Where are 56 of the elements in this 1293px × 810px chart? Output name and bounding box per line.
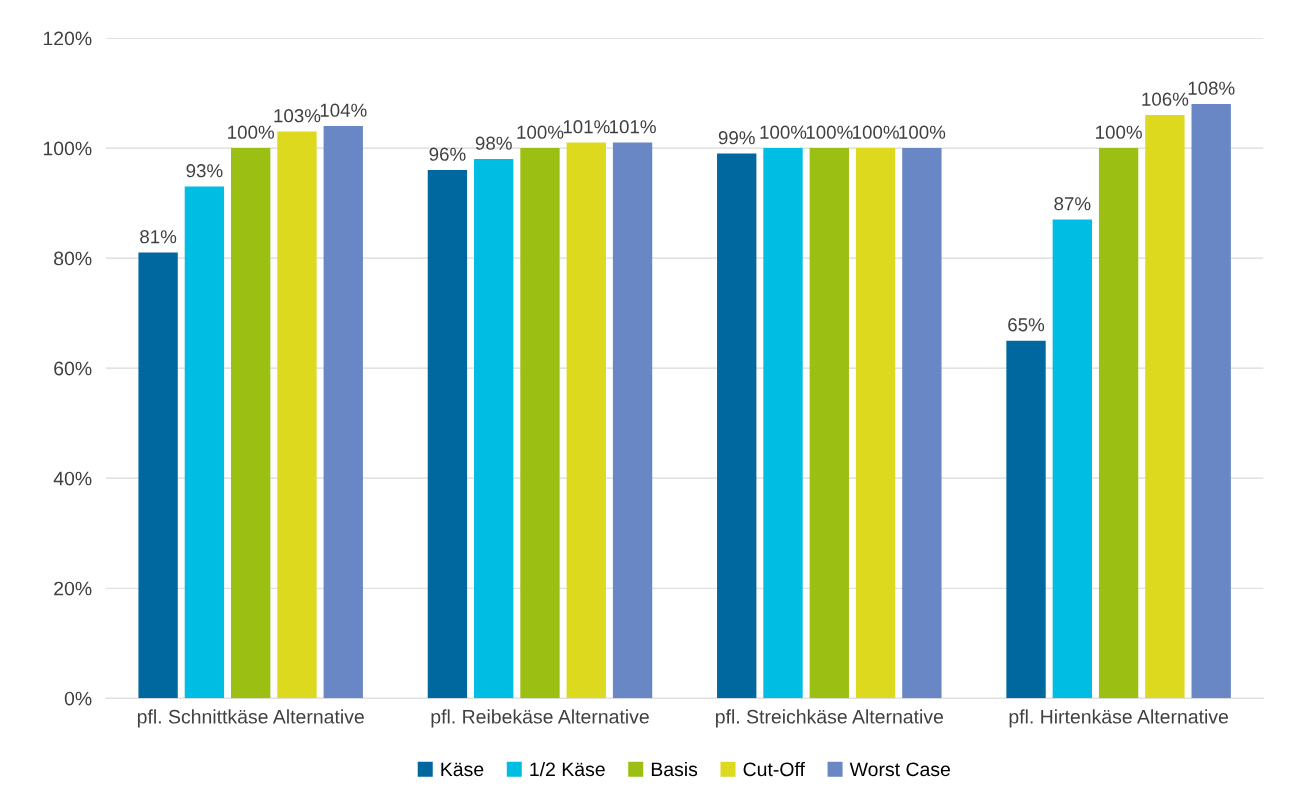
bar: [138, 252, 178, 699]
bar: [566, 142, 606, 699]
data-label: 100%: [228, 125, 274, 139]
data-label: 100%: [517, 125, 564, 139]
data-label: 87%: [1054, 197, 1091, 211]
legend-label: Basis: [651, 761, 698, 777]
y-tick-label: 40%: [53, 471, 92, 486]
bar: [520, 148, 560, 699]
x-tick-label: pfl. Schnittkäse Alternative: [137, 709, 364, 728]
bar: [323, 126, 363, 699]
bar: [1145, 115, 1185, 699]
y-tick-label: 120%: [43, 31, 92, 46]
bar: [809, 148, 849, 699]
data-label: 99%: [718, 131, 755, 145]
y-tick-label: 0%: [64, 691, 92, 706]
legend-label: Cut-Off: [743, 761, 805, 777]
data-label: 96%: [429, 147, 466, 161]
x-tick-label: pfl. Hirtenkäse Alternative: [1009, 709, 1228, 728]
data-label: 106%: [1142, 92, 1189, 106]
data-label: 81%: [140, 230, 177, 244]
bar: [1191, 104, 1231, 699]
data-label: 101%: [563, 120, 610, 134]
y-tick-label: 60%: [54, 361, 92, 376]
data-label: 100%: [806, 125, 853, 139]
data-label: 100%: [853, 125, 899, 139]
bar: [1098, 148, 1139, 699]
bar: [427, 170, 468, 699]
data-label: 65%: [1008, 318, 1045, 332]
legend-label: Worst Case: [849, 762, 950, 777]
bar: [763, 148, 803, 699]
bar: [902, 148, 942, 699]
y-tick-label: 80%: [54, 251, 92, 266]
x-tick-label: pfl. Reibekäse Alternative: [431, 709, 649, 728]
data-label: 100%: [760, 125, 807, 139]
bar: [474, 159, 514, 699]
data-label: 100%: [899, 125, 946, 139]
bar: [1006, 340, 1046, 699]
data-label: 100%: [1096, 125, 1142, 139]
bar: [1052, 219, 1092, 699]
bar: [612, 142, 653, 699]
legend-label: 1/2 Käse: [530, 761, 605, 777]
data-label: 101%: [610, 120, 656, 134]
bar: [184, 186, 225, 699]
y-tick-label: 100%: [43, 141, 92, 156]
data-label: 103%: [274, 109, 321, 123]
legend-label: Käse: [441, 762, 484, 777]
data-label: 104%: [320, 103, 367, 117]
bar: [855, 148, 896, 699]
bar: [277, 131, 317, 699]
data-label: 98%: [475, 136, 512, 150]
bar: [231, 148, 271, 699]
data-label: 93%: [186, 164, 223, 178]
y-tick-label: 20%: [54, 581, 92, 596]
x-tick-label: pfl. Streichkäse Alternative: [715, 709, 943, 728]
data-label: 108%: [1188, 81, 1235, 95]
bar: [717, 153, 757, 699]
